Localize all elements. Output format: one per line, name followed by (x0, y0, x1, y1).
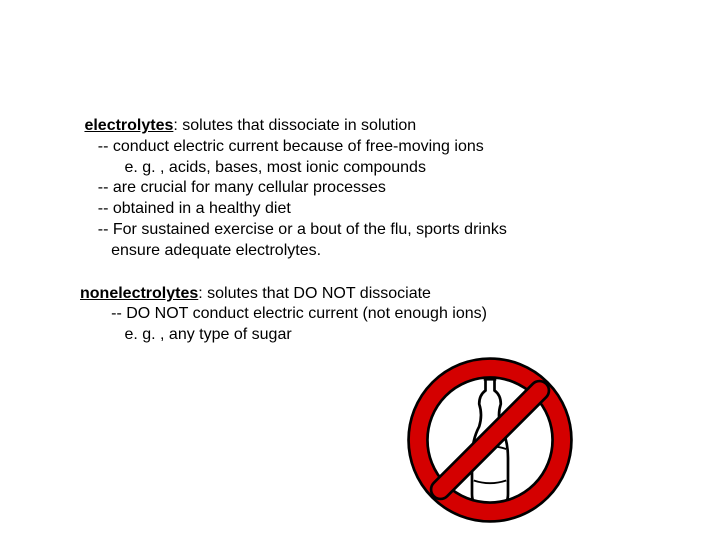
electrolytes-example: e. g. , acids, bases, most ionic compoun… (80, 158, 660, 179)
nonelectrolytes-def: : solutes that DO NOT dissociate (198, 285, 431, 302)
electrolytes-bullet-4b: ensure adequate electrolytes. (80, 241, 660, 262)
nonelectrolytes-example: e. g. , any type of sugar (80, 325, 660, 346)
nonelectrolytes-heading: nonelectrolytes: solutes that DO NOT dis… (80, 284, 660, 305)
nonelectrolytes-term: nonelectrolytes (80, 285, 198, 302)
electrolytes-def: : solutes that dissociate in solution (173, 117, 416, 134)
electrolytes-bullet-4a: -- For sustained exercise or a bout of t… (80, 220, 660, 241)
electrolytes-bullet-2: -- are crucial for many cellular process… (80, 178, 660, 199)
slide-content: electrolytes: solutes that dissociate in… (80, 116, 660, 346)
electrolytes-term: electrolytes (84, 117, 173, 134)
electrolytes-heading: electrolytes: solutes that dissociate in… (80, 116, 660, 137)
electrolytes-section: electrolytes: solutes that dissociate in… (80, 116, 660, 262)
nonelectrolytes-bullet-1: -- DO NOT conduct electric current (not … (80, 304, 660, 325)
electrolytes-bullet-3: -- obtained in a healthy diet (80, 199, 660, 220)
electrolytes-bullet-1: -- conduct electric current because of f… (80, 137, 660, 158)
no-soda-icon (400, 350, 580, 530)
nonelectrolytes-section: nonelectrolytes: solutes that DO NOT dis… (80, 284, 660, 346)
